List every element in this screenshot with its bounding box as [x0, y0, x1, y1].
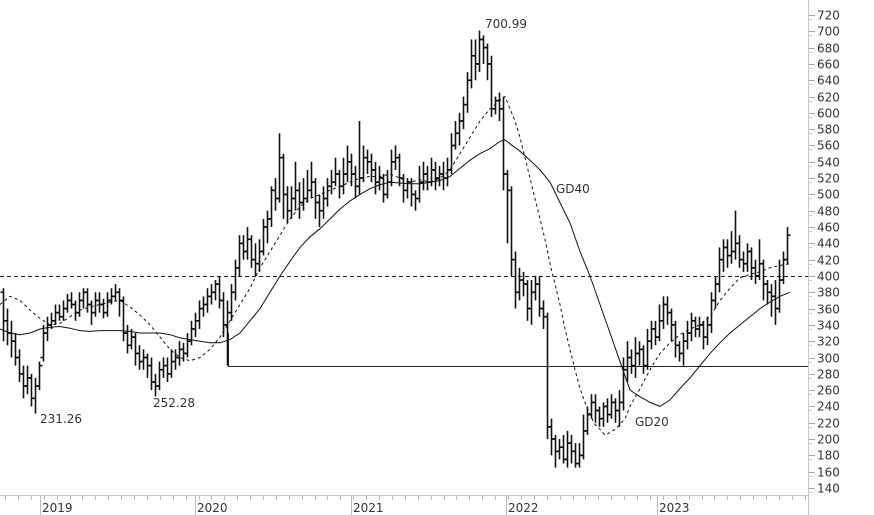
x-tick-label: 2021 — [353, 501, 384, 515]
y-tick-label: 540 — [817, 156, 840, 170]
y-tick-label: 620 — [817, 91, 840, 105]
annotation-252-28: 252.28 — [153, 396, 195, 410]
gd20-moving-average-line — [0, 95, 791, 436]
y-tick-label: 260 — [817, 384, 840, 398]
y-tick-label: 500 — [817, 188, 840, 202]
y-tick-label: 520 — [817, 172, 840, 186]
y-tick-label: 220 — [817, 417, 840, 431]
x-tick-label: 2023 — [659, 501, 690, 515]
y-tick-label: 340 — [817, 319, 840, 333]
y-tick-label: 560 — [817, 139, 840, 153]
y-tick-label: 400 — [817, 270, 840, 284]
y-tick-label: 720 — [817, 9, 840, 23]
y-tick-label: 240 — [817, 400, 840, 414]
annotation-700-99: 700.99 — [485, 17, 527, 31]
y-tick-label: 360 — [817, 303, 840, 317]
y-tick-label: 440 — [817, 237, 840, 251]
y-tick-label: 480 — [817, 205, 840, 219]
y-tick-label: 420 — [817, 254, 840, 268]
y-tick-label: 200 — [817, 433, 840, 447]
x-tick-label: 2019 — [42, 501, 73, 515]
y-tick-label: 160 — [817, 466, 840, 480]
y-tick-label: 460 — [817, 221, 840, 235]
y-tick-label: 580 — [817, 123, 840, 137]
plot-area — [0, 30, 808, 468]
y-tick-label: 320 — [817, 335, 840, 349]
y-tick-label: 640 — [817, 74, 840, 88]
y-tick-label: 140 — [817, 482, 840, 496]
annotation-gd40: GD40 — [556, 182, 590, 196]
y-axis: 720 700 680 660 640 620 600 580 560 540 520 500 480 4… — [808, 0, 840, 515]
x-axis: 2019 2020 2021 2022 2023 — [0, 495, 808, 515]
y-tick-label: 700 — [817, 25, 840, 39]
horizontal-reference-lines — [0, 276, 808, 367]
ohlc-bars — [0, 30, 791, 468]
annotation-231-26: 231.26 — [40, 412, 82, 426]
x-tick-label: 2022 — [508, 501, 539, 515]
annotation-gd20: GD20 — [635, 415, 669, 429]
x-tick-label: 2020 — [197, 501, 228, 515]
y-tick-label: 180 — [817, 449, 840, 463]
chart-annotations: 231.26 252.28 700.99 GD40 GD20 — [40, 17, 669, 429]
y-tick-label: 280 — [817, 368, 840, 382]
y-tick-label: 380 — [817, 286, 840, 300]
y-tick-label: 600 — [817, 107, 840, 121]
y-tick-label: 660 — [817, 58, 840, 72]
y-tick-label: 300 — [817, 352, 840, 366]
y-tick-label: 680 — [817, 42, 840, 56]
